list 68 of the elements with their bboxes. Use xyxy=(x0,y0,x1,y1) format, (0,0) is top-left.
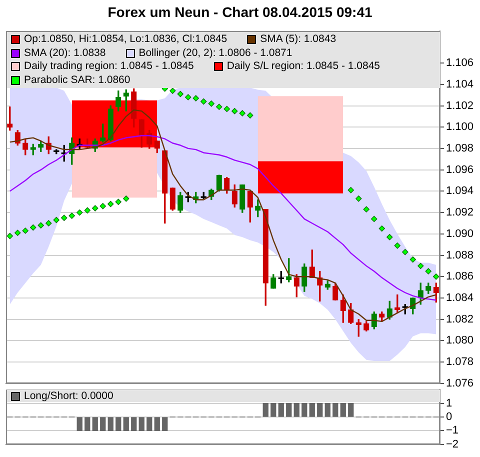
point xyxy=(247,112,254,118)
y-tick-label: 1.076 xyxy=(446,377,474,390)
y-tick-label: 1.082 xyxy=(446,313,474,326)
point xyxy=(38,222,44,228)
legend-label: Op:1.0850, Hi:1.0854, Lo:1.0836, Cl:1.0845 xyxy=(24,33,228,46)
y-tick-label: −1 xyxy=(446,424,459,437)
y-tick-label: 1.104 xyxy=(446,78,474,90)
legend-label: Daily S/L region: 1.0845 - 1.0845 xyxy=(226,60,380,74)
y-tick-label: 1.090 xyxy=(446,228,474,240)
y-tick-label: 1.080 xyxy=(446,334,474,347)
point xyxy=(53,216,60,224)
y-tick-label: 1.092 xyxy=(446,206,474,219)
y-tick-label: 1.100 xyxy=(446,121,474,134)
point xyxy=(232,108,238,114)
y-tick-label: 1.088 xyxy=(446,249,474,262)
legend-label: SMA (5): 1.0843 xyxy=(260,33,336,46)
point xyxy=(185,94,192,100)
legend-label: Long/Short: 0.0000 xyxy=(24,390,114,402)
point xyxy=(84,207,90,214)
point xyxy=(200,98,207,105)
point xyxy=(170,88,176,94)
point xyxy=(92,205,98,212)
legend-label: SMA (20): 1.0838 xyxy=(24,46,106,60)
legend-label: Bollinger (20, 2): 1.0806 - 1.0871 xyxy=(138,46,292,60)
point xyxy=(239,110,246,116)
point xyxy=(363,206,370,212)
point xyxy=(115,198,122,205)
point xyxy=(108,200,114,208)
point xyxy=(30,224,36,231)
point xyxy=(371,216,378,222)
point xyxy=(61,214,68,221)
y-tick-label: 0 xyxy=(446,411,452,424)
point xyxy=(433,274,440,280)
point xyxy=(46,220,52,226)
y-tick-label: 1.086 xyxy=(446,270,474,283)
point xyxy=(378,225,385,232)
point xyxy=(192,95,199,102)
y-tick-label: 1.078 xyxy=(446,356,474,368)
y-tick-label: 1.098 xyxy=(446,142,474,154)
y-tick-label: 1 xyxy=(446,397,452,410)
y-tick-label: 1.096 xyxy=(446,164,474,176)
y-tick-label: 1.094 xyxy=(446,185,474,198)
y-tick-label: 1.084 xyxy=(446,292,474,304)
point xyxy=(386,234,393,240)
point xyxy=(100,203,106,210)
point xyxy=(14,230,21,236)
chart-title: Forex um Neun - Chart 08.04.2015 09:41 xyxy=(106,4,374,20)
point xyxy=(356,196,362,202)
point xyxy=(208,100,214,107)
y-tick-label: 1.102 xyxy=(446,100,474,112)
point xyxy=(402,248,408,256)
point xyxy=(216,104,222,110)
point xyxy=(418,262,424,270)
legend-label: Daily trading region: 1.0845 - 1.0845 xyxy=(24,60,194,74)
point xyxy=(348,187,354,194)
point xyxy=(394,242,400,249)
point xyxy=(68,212,75,219)
point xyxy=(6,232,13,240)
point xyxy=(425,268,432,274)
point xyxy=(22,228,28,234)
y-tick-label: −2 xyxy=(446,438,459,450)
y-tick-label: 1.106 xyxy=(446,57,474,70)
legend-label: Parabolic SAR: 1.0860 xyxy=(24,74,130,87)
point xyxy=(410,256,416,263)
point xyxy=(224,106,230,112)
point xyxy=(76,209,83,216)
point xyxy=(177,90,184,98)
point xyxy=(123,196,130,202)
